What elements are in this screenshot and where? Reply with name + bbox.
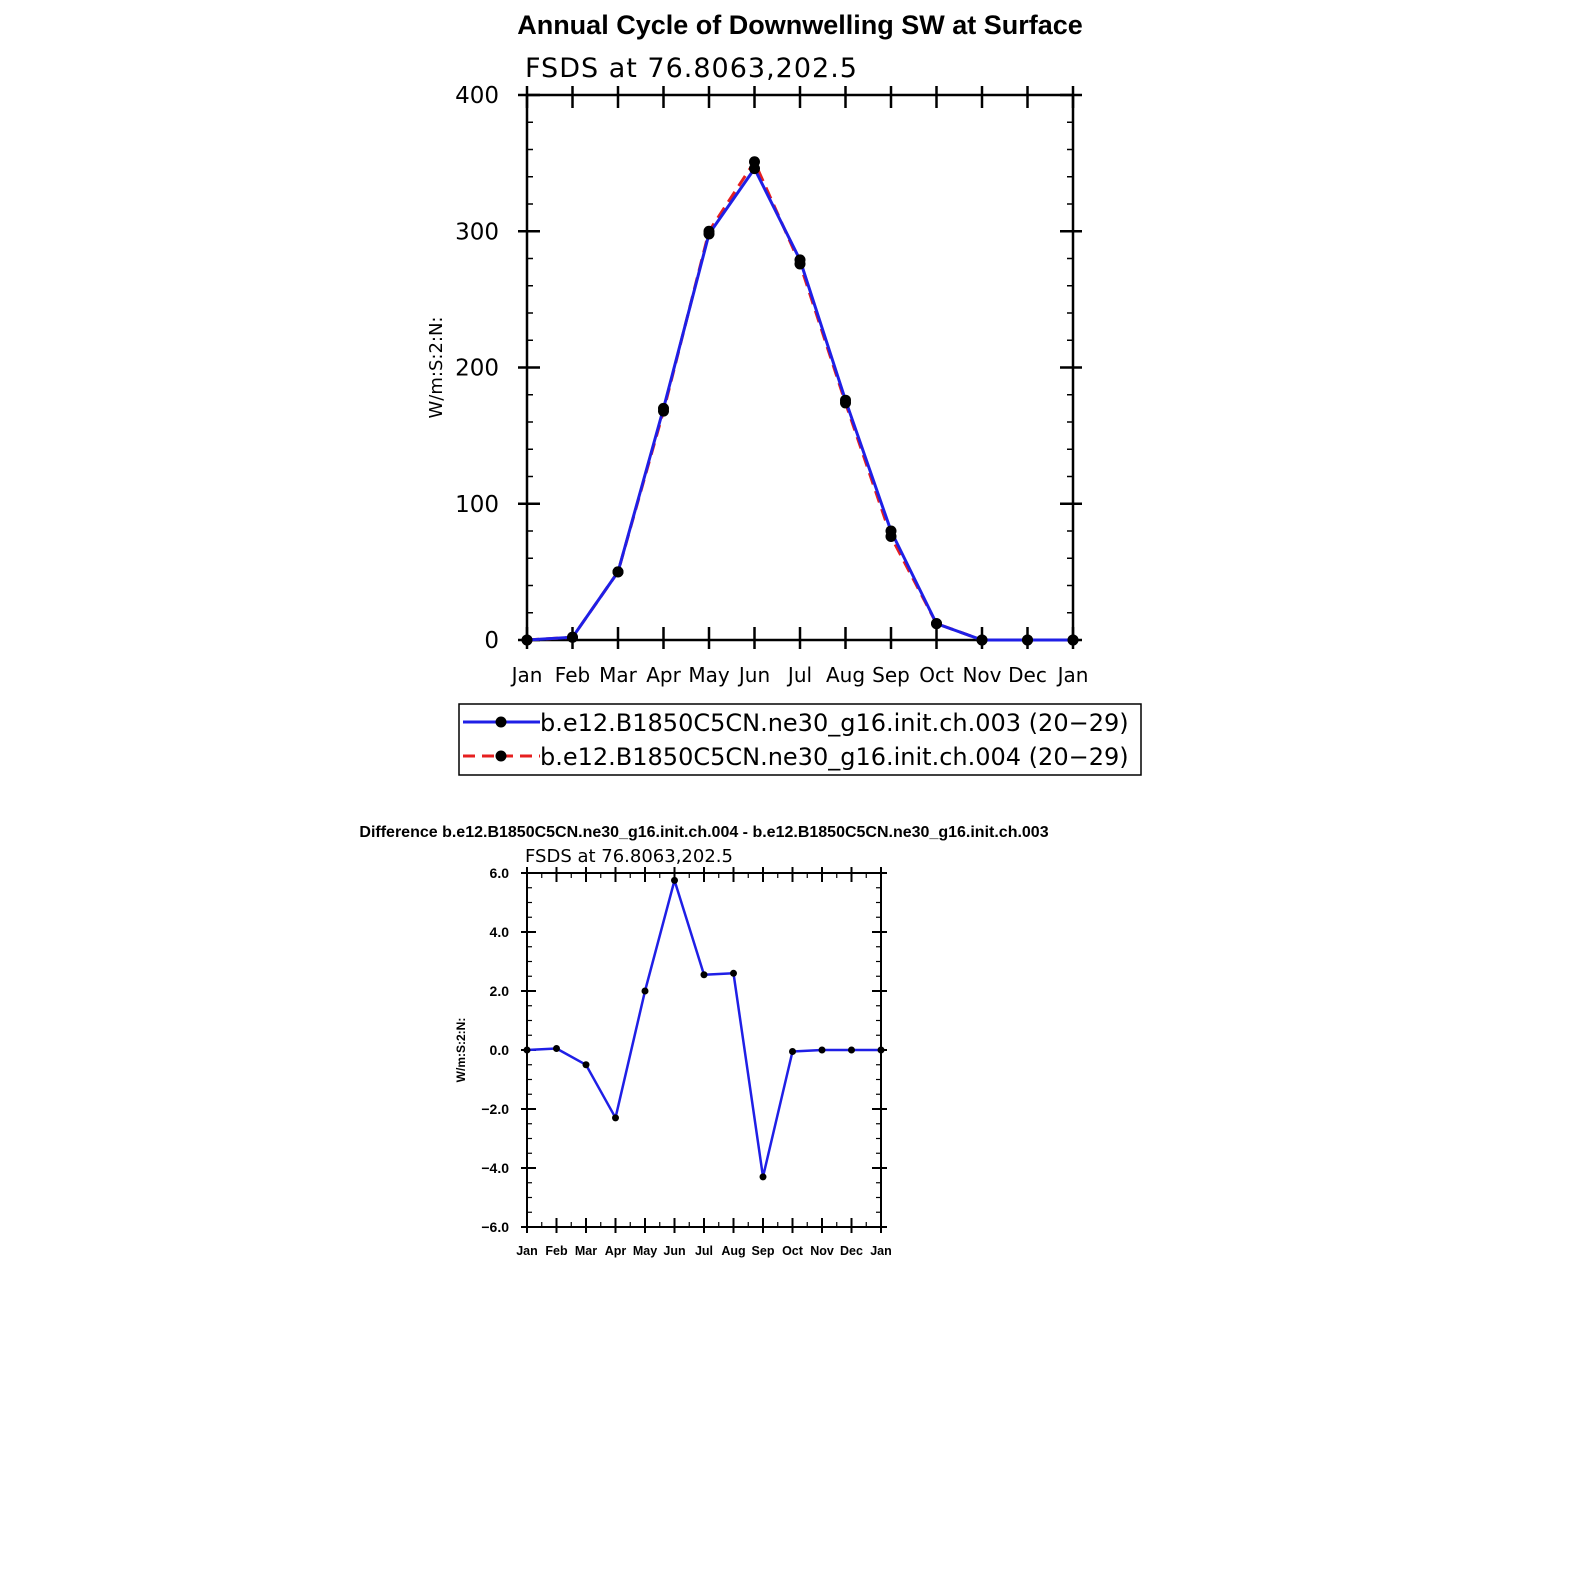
series-2-point [885,530,897,542]
legend: b.e12.B1850C5CN.ne30_g16.init.ch.003 (20… [458,703,1142,776]
y-tick-label: 200 [455,356,499,382]
x-tick-label: Feb [545,1244,568,1258]
y-tick-label: 6.0 [490,865,510,881]
series-1-point [612,1114,619,1122]
series-1-point [553,1045,560,1053]
y-tick-label: 100 [455,492,499,518]
y-tick-label: 0 [484,628,499,654]
series-2-point [749,156,760,168]
series-2-point [1022,634,1033,646]
series-2-point [612,566,624,578]
annual-cycle-chart: Jan Feb Mar Apr May Jun Jul Aug Sep Oct Nov Dec Jan 0… [426,53,1088,687]
x-tick-label: Dec [840,1244,863,1258]
x-tick-label: Jun [663,1244,685,1258]
chart-subtitle: FSDS at 76.8063,202.5 [525,846,733,867]
chart-subtitle: FSDS at 76.8063,202.5 [525,53,858,84]
series-2-point [703,225,715,237]
x-tick-label: May [633,1244,657,1258]
series-1-point [582,1061,590,1069]
y-tick-label: 2.0 [490,983,510,999]
x-tick-label: Apr [646,663,681,687]
series-2-point [658,405,669,417]
series-1-point [877,1046,885,1054]
x-tick-label: Jan [510,663,543,687]
x-tick-label: Jun [737,663,770,687]
x-tick-label: Mar [575,1244,597,1258]
series-1-point [641,987,649,995]
x-tick-label: Jan [516,1244,538,1258]
y-tick-label: −2.0 [481,1101,509,1117]
series-1-point [759,1173,767,1181]
series-line-1 [526,167,1073,642]
y-axis-label: W/m:S:2:N: [454,1018,468,1083]
series-1-point [730,969,737,977]
difference-title: Difference b.e12.B1850C5CN.ne30_g16.init… [359,824,1048,841]
series-1-point [848,1046,855,1054]
x-tick-label: Sep [752,1244,775,1258]
x-tick-label: Jan [1056,663,1089,687]
series-2-point [521,634,533,646]
series-line-1 [526,879,881,1179]
main-title: Annual Cycle of Downwelling SW at Surfac… [517,10,1083,40]
x-tick-label: Jan [870,1244,892,1258]
series-2-point [794,258,806,270]
legend-box [458,703,1142,776]
x-tick-label: Dec [1008,663,1047,687]
series-2-point [931,618,942,630]
x-tick-label: Oct [919,663,954,687]
series-1-point [700,971,708,979]
x-tick-label: Aug [826,663,865,687]
x-tick-label: Aug [721,1244,745,1258]
difference-chart: Jan Feb Mar Apr May Jun Jul Aug Sep Oct Nov Dec Jan−… [454,846,892,1258]
x-tick-label: Sep [872,663,910,687]
y-tick-label: 300 [455,219,499,245]
series-1-point [671,876,678,884]
y-tick-label: 0.0 [490,1042,510,1058]
y-tick-label: −4.0 [481,1160,509,1176]
legend-marker-1 [495,716,507,728]
legend-marker-2 [495,750,507,762]
series-2-point [1067,634,1079,646]
series-1-point [818,1046,826,1054]
x-tick-label: Nov [962,663,1001,687]
y-tick-label: 4.0 [490,924,510,940]
legend-label-1: b.e12.B1850C5CN.ne30_g16.init.ch.003 (20… [540,709,1129,737]
series-2-point [976,634,988,646]
legend-label-2: b.e12.B1850C5CN.ne30_g16.init.ch.004 (20… [540,743,1129,771]
y-tick-label: 400 [455,83,499,109]
series-1-point [789,1047,796,1055]
x-tick-label: Jul [786,663,812,687]
x-tick-label: Oct [782,1244,804,1258]
plot-frame [525,93,1075,642]
x-tick-label: Jul [695,1244,713,1258]
x-tick-label: Feb [555,663,590,687]
x-tick-label: May [688,663,730,687]
x-tick-label: Apr [605,1244,627,1258]
x-tick-label: Mar [599,663,638,687]
series-2-point [567,631,578,643]
series-line-2 [526,160,1073,642]
y-axis-label: W/m:S:2:N: [426,317,447,419]
x-tick-label: Nov [810,1244,834,1258]
series-1-point [523,1046,531,1054]
series-2-point [840,397,851,409]
y-tick-label: −6.0 [481,1219,509,1235]
